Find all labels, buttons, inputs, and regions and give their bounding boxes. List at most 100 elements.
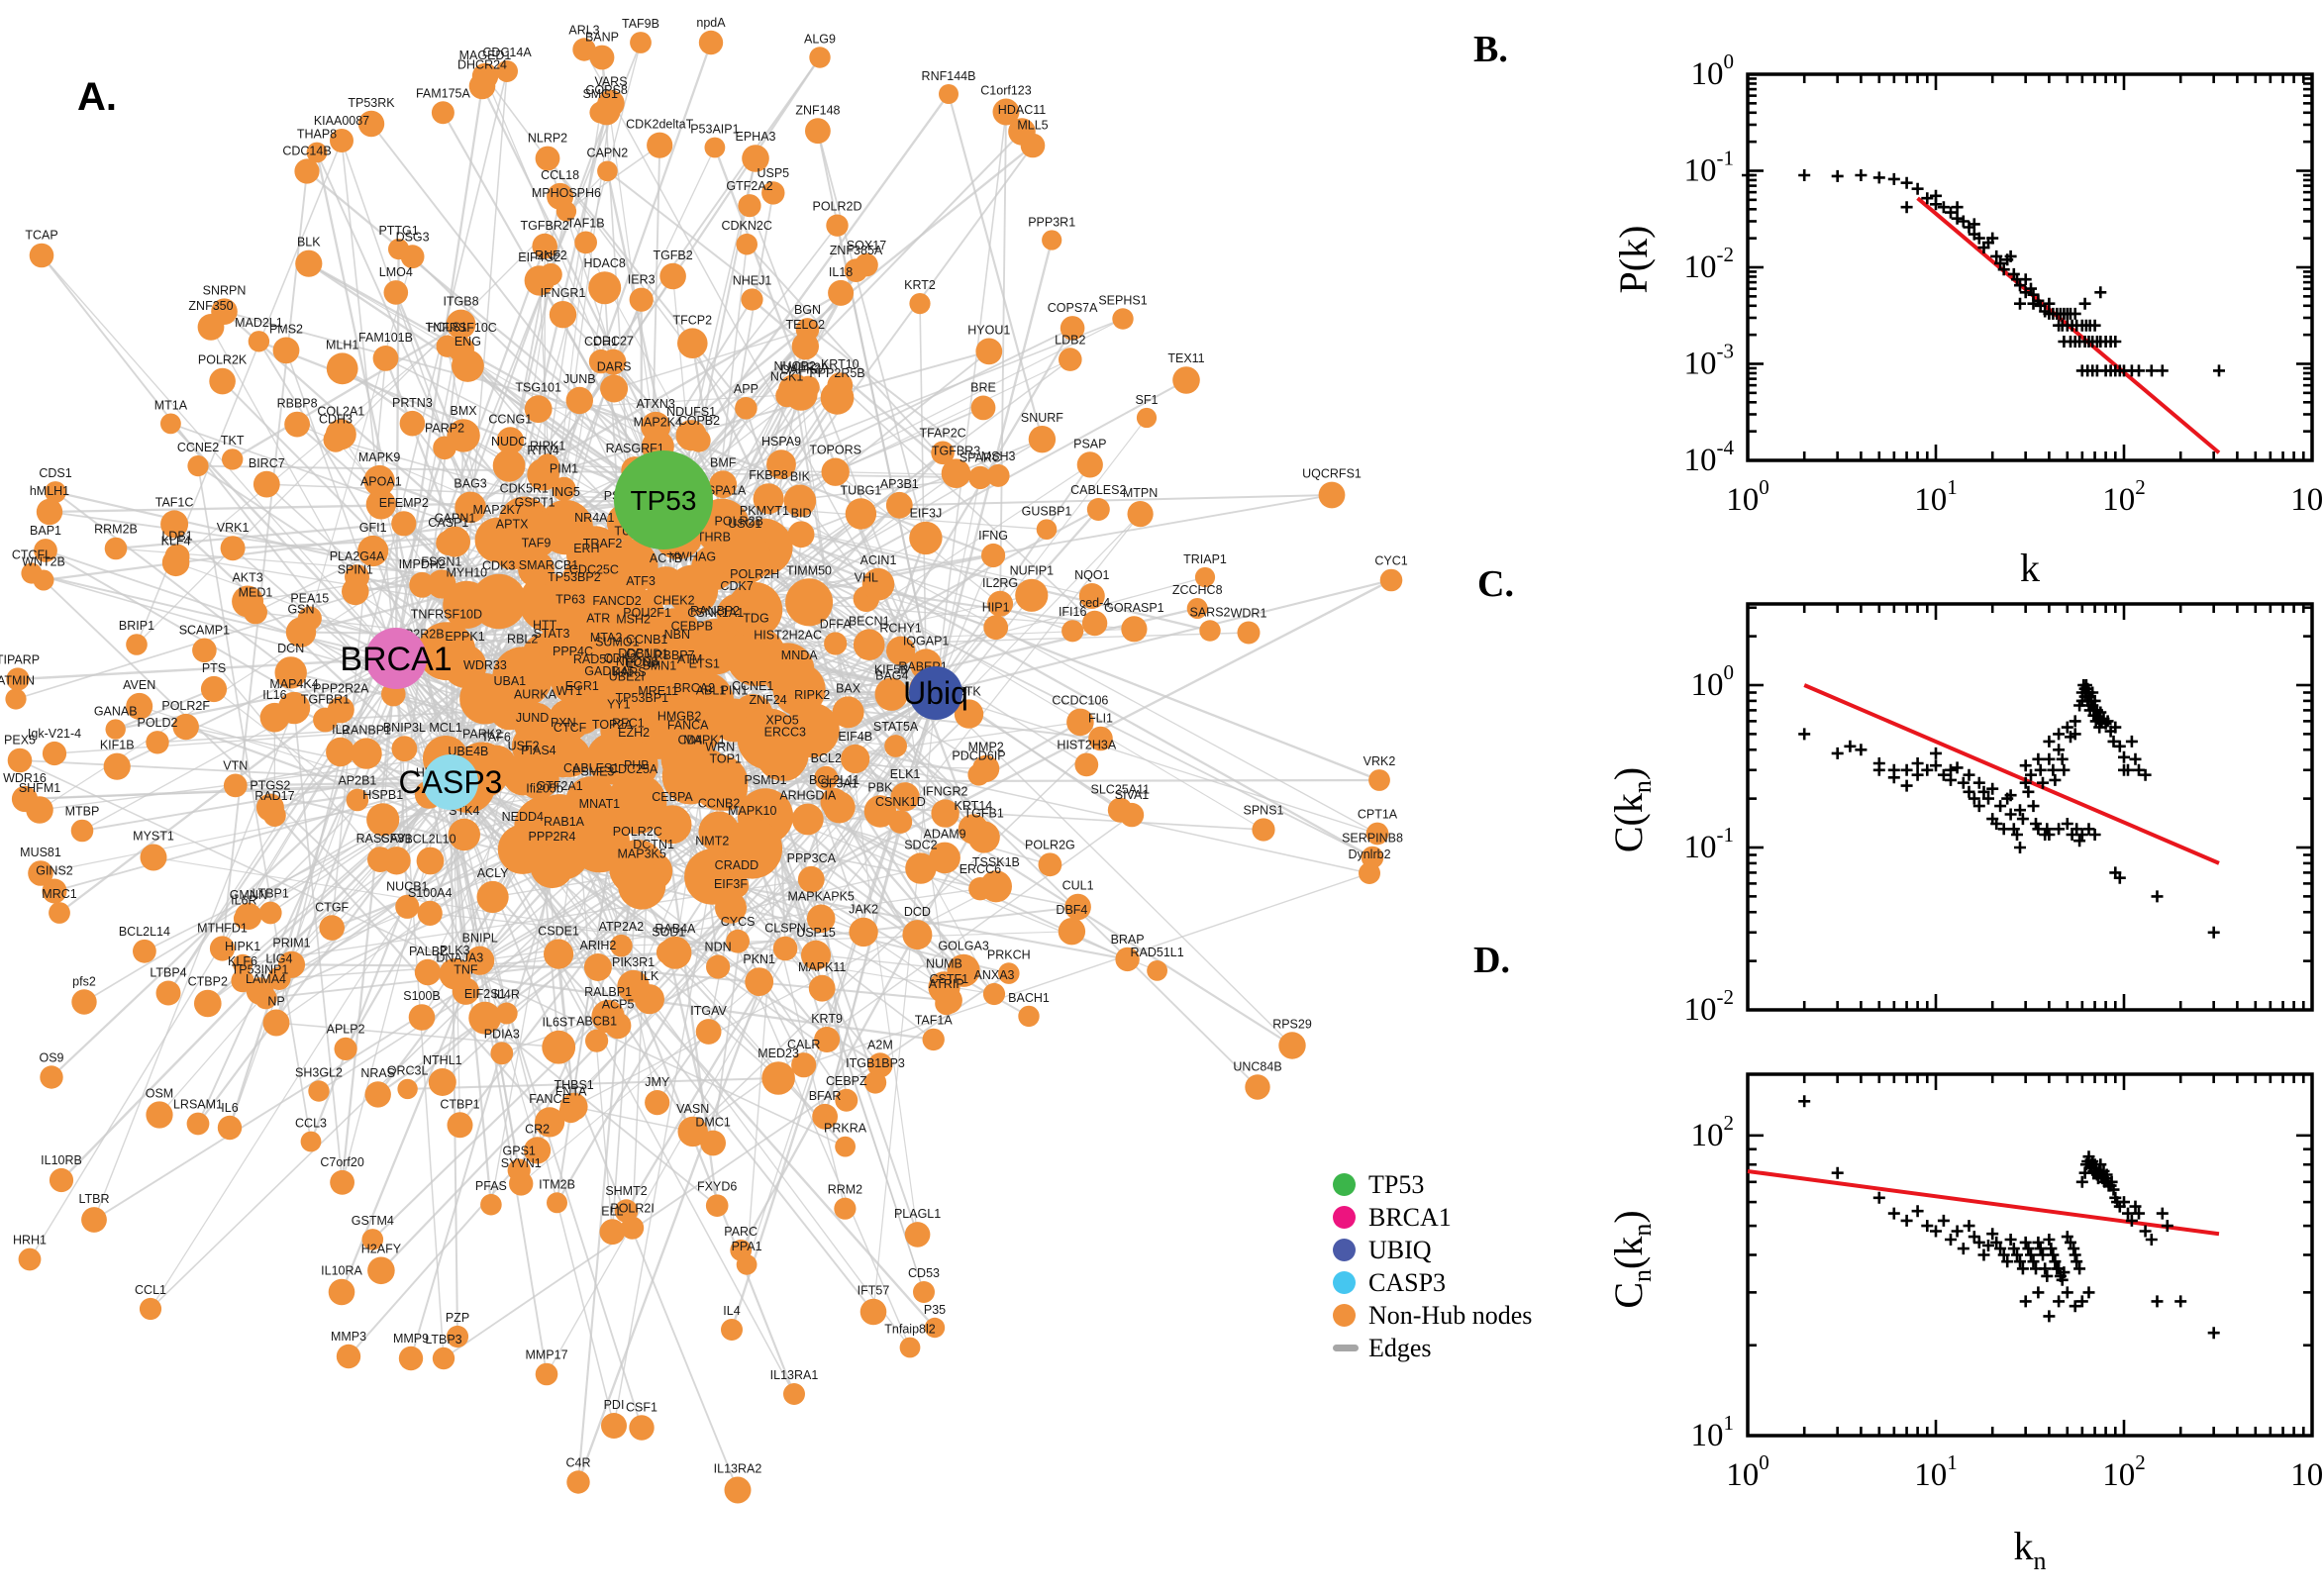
network-node-label: GSPT1 bbox=[515, 495, 556, 509]
network-node bbox=[630, 32, 652, 53]
svg-text:10-3: 10-3 bbox=[1684, 340, 1735, 382]
network-node bbox=[468, 72, 496, 100]
network-node-label: NP bbox=[267, 995, 284, 1009]
network-node-label: ZNF24 bbox=[749, 693, 786, 707]
network-node-label: TAF6 bbox=[481, 731, 511, 745]
network-node-label: MSH3 bbox=[981, 449, 1016, 463]
network-node bbox=[958, 814, 989, 845]
network-node bbox=[909, 293, 931, 315]
network-node-label: MAPK9 bbox=[358, 450, 400, 464]
network-node-label: RAB1A bbox=[544, 815, 585, 829]
network-node-label: MTHFD1 bbox=[197, 921, 248, 935]
network-node-label: POLR2D bbox=[812, 200, 861, 214]
network-node bbox=[547, 182, 574, 210]
legend-item-label: CASP3 bbox=[1368, 1267, 1447, 1297]
network-node-label: DCTN1 bbox=[633, 838, 674, 851]
network-hubs: TP53 BRCA1 CASP3 Ubiq bbox=[340, 450, 968, 810]
scatter-points-C bbox=[1798, 679, 2220, 939]
network-node bbox=[223, 773, 248, 798]
network-node-label: GTF2A2 bbox=[726, 179, 772, 193]
network-node-label: FSCN1 bbox=[421, 554, 461, 568]
network-node bbox=[853, 629, 885, 660]
network-node bbox=[1086, 498, 1110, 521]
network-node-label: CEBPB bbox=[671, 619, 713, 633]
network-node-label: AP3B1 bbox=[880, 477, 919, 491]
network-node-label: IL18 bbox=[829, 265, 853, 279]
network-node bbox=[924, 1317, 946, 1339]
network-node bbox=[480, 1193, 502, 1216]
network-node-label: SDC2 bbox=[904, 838, 937, 851]
network-node-label: CDC14B bbox=[282, 144, 331, 157]
network-node-label: C1orf123 bbox=[980, 84, 1031, 98]
network-node-label: CALR bbox=[787, 1038, 820, 1051]
network-node bbox=[29, 243, 54, 268]
network-node bbox=[345, 564, 369, 590]
network-node-label: BAX bbox=[836, 681, 861, 695]
network-node-label: SMG1 bbox=[582, 87, 617, 101]
network-node-label: WRN bbox=[705, 740, 735, 753]
network-node bbox=[600, 349, 627, 375]
network-node-label: KARS bbox=[613, 665, 647, 679]
panel-label-a: A. bbox=[77, 75, 117, 119]
svg-text:10-2: 10-2 bbox=[1684, 243, 1735, 285]
network-node-label: Dynlrb2 bbox=[1348, 848, 1390, 861]
network-node-label: BRCA2 bbox=[673, 681, 715, 695]
network-node bbox=[899, 1337, 921, 1358]
network-node-label: ARHGDIA bbox=[779, 789, 837, 803]
network-node-label: AKT3 bbox=[232, 571, 262, 585]
scatter-points-D bbox=[1798, 1095, 2220, 1340]
network-node-label: MAGED1 bbox=[459, 49, 512, 62]
network-node bbox=[761, 181, 785, 205]
network-node bbox=[845, 498, 877, 530]
network-node-label: NUMB bbox=[926, 956, 962, 970]
network-node-label: MAPK11 bbox=[798, 960, 846, 974]
network-node-label: RANBP1 bbox=[342, 723, 391, 737]
network-node bbox=[983, 615, 1009, 641]
network-node bbox=[1066, 708, 1094, 737]
network-node bbox=[383, 280, 409, 305]
node-swatch-icon bbox=[1333, 1271, 1356, 1294]
network-node-label: RRM2B bbox=[94, 523, 138, 537]
network-node bbox=[617, 969, 650, 1003]
svg-text:102: 102 bbox=[2102, 475, 2146, 518]
network-node bbox=[742, 145, 769, 172]
network-node bbox=[909, 521, 943, 555]
network-node-label: GINS2 bbox=[36, 864, 73, 878]
network-node-label: CCNB1 bbox=[626, 633, 667, 647]
network-node bbox=[308, 1080, 330, 1102]
node-swatch-icon bbox=[1333, 1173, 1356, 1196]
network-node-label: OS9 bbox=[39, 1050, 63, 1064]
network-node-label: POU2F1 bbox=[623, 606, 671, 620]
network-node-label: HDAC11 bbox=[998, 103, 1046, 117]
network-node bbox=[81, 1207, 107, 1233]
network-node-label: TGFBR2 bbox=[521, 219, 569, 233]
network-node-label: BLK bbox=[297, 236, 321, 249]
network-node bbox=[535, 1362, 558, 1386]
network-node-label: CYC1 bbox=[1374, 554, 1407, 568]
network-node-label: TAF9 bbox=[522, 536, 552, 549]
legend-item-casp3: CASP3 bbox=[1333, 1266, 1580, 1299]
network-node bbox=[1042, 230, 1062, 250]
network-node bbox=[160, 510, 189, 539]
network-node bbox=[1194, 566, 1216, 588]
network-node-label: PTGS2 bbox=[250, 779, 290, 793]
network-node bbox=[784, 702, 840, 758]
network-node-label: FAM101B bbox=[358, 331, 413, 345]
network-node-label: TP53INP1 bbox=[232, 962, 289, 976]
network-node bbox=[1119, 802, 1145, 828]
network-node bbox=[186, 1112, 210, 1136]
network-node-label: CABLES1 bbox=[563, 761, 619, 775]
network-node-label: TFAP2C bbox=[919, 427, 965, 441]
network-node bbox=[724, 873, 750, 898]
network-node-label: JUND bbox=[516, 711, 549, 725]
network-node bbox=[863, 1071, 887, 1094]
network-node-label: KIF1B bbox=[100, 739, 135, 752]
network-node bbox=[617, 589, 664, 636]
hub-node-ubiq bbox=[909, 666, 962, 720]
network-node-label: CDK7 bbox=[720, 579, 753, 593]
network-node-label: COL2A1 bbox=[317, 404, 364, 418]
network-node-label: MSH2 bbox=[616, 613, 651, 627]
network-node-label: SPNS1 bbox=[1244, 803, 1284, 817]
network-node-label: MMP17 bbox=[525, 1348, 567, 1362]
network-node-label: PPA1 bbox=[732, 1240, 762, 1253]
